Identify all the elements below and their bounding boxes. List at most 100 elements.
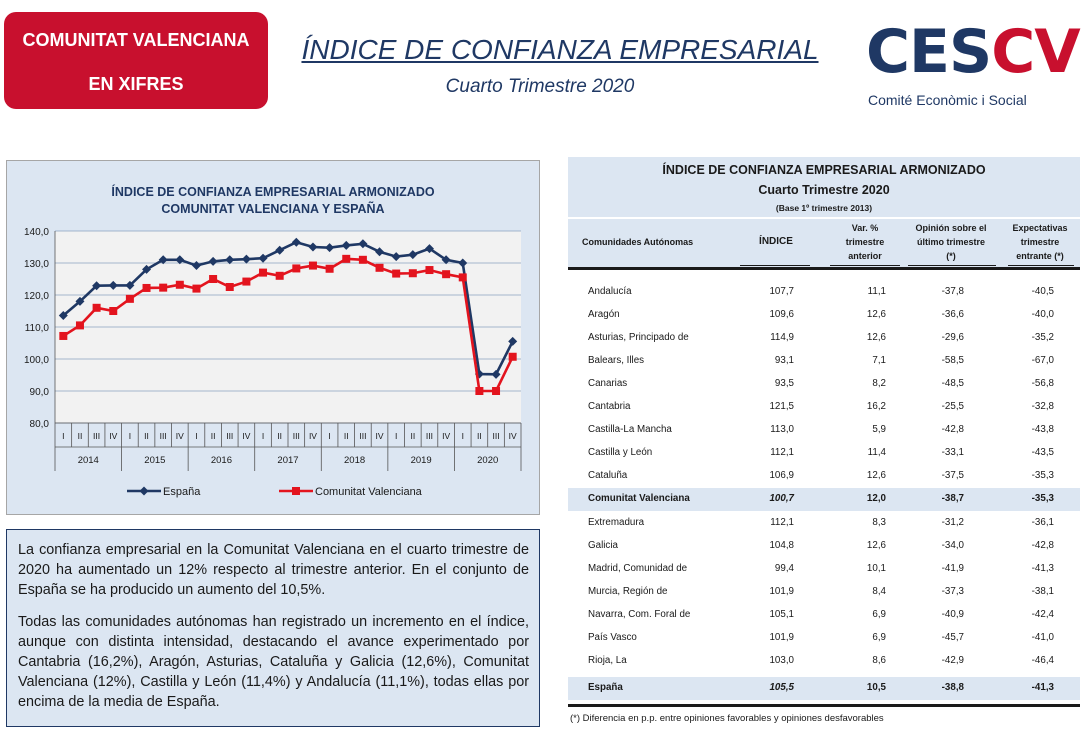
data-point-espana <box>258 253 268 263</box>
expect-cell: -67,0 <box>1031 355 1054 367</box>
col-header-expect: Expectativas trimestre entrante (*) <box>1004 221 1076 263</box>
logo-ces: CES <box>866 17 992 87</box>
year-label: 2017 <box>277 455 298 466</box>
data-point-espana <box>325 243 335 253</box>
region-cell: Cantabria <box>588 401 631 413</box>
y-tick-label: 80,0 <box>30 419 50 430</box>
index-cell: 93,1 <box>774 355 794 367</box>
opinion-cell: -42,9 <box>941 654 964 666</box>
index-cell: 105,5 <box>769 682 794 693</box>
region-cell: Madrid, Comunidad de <box>588 562 688 574</box>
quarter-label: II <box>410 431 415 441</box>
data-point-espana <box>191 261 201 271</box>
table-header: ÍNDICE DE CONFIANZA EMPRESARIAL ARMONIZA… <box>568 157 1080 269</box>
data-point-espana <box>308 242 318 252</box>
legend-marker <box>292 487 300 495</box>
col-header-exp-l3: entrante (*) <box>1016 251 1064 261</box>
data-point-espana <box>408 250 418 260</box>
data-point-cv <box>342 254 351 263</box>
region-cell: Rioja, La <box>588 654 627 666</box>
year-label: 2014 <box>78 455 99 466</box>
col-header-exp-l2: trimestre <box>1020 237 1060 247</box>
data-point-espana <box>341 240 351 250</box>
quarter-label: II <box>277 431 282 441</box>
opinion-cell: -45,7 <box>941 631 964 643</box>
var-cell: 12,6 <box>866 539 886 551</box>
region-cell: Cataluña <box>588 470 628 482</box>
badge-line-1: COMUNITAT VALENCIANA <box>22 30 250 50</box>
legend-marker <box>139 486 149 496</box>
chart-title-line-1: ÍNDICE DE CONFIANZA EMPRESARIAL ARMONIZA… <box>111 185 435 199</box>
var-cell: 11,4 <box>867 447 886 459</box>
legend-label: Comunitat Valenciana <box>315 486 423 498</box>
data-point-cv <box>375 263 384 272</box>
table-row: Castilla y León 112,1 11,4 -33,1 -43,5 <box>568 442 1080 465</box>
data-point-cv <box>425 266 434 275</box>
table-row: Asturias, Principado de 114,9 12,6 -29,6 -35… <box>568 327 1080 350</box>
quarter-label: II <box>144 431 149 441</box>
data-point-cv <box>508 352 517 361</box>
expect-cell: -41,3 <box>1031 682 1054 693</box>
var-cell: 10,5 <box>866 682 886 693</box>
var-cell: 8,3 <box>872 516 886 528</box>
data-point-cv <box>209 275 218 283</box>
y-tick-label: 100,0 <box>24 355 49 366</box>
logo-cv: CV <box>991 17 1080 87</box>
data-point-cv <box>192 284 201 293</box>
data-point-cv <box>308 261 317 270</box>
y-tick-label: 110,0 <box>25 323 50 334</box>
col-underline-var <box>830 265 900 266</box>
data-point-espana <box>92 281 102 291</box>
index-cell: 114,9 <box>770 332 794 344</box>
quarter-label: IV <box>442 431 450 441</box>
quarter-label: III <box>492 431 499 441</box>
col-header-exp-l1: Expectativas <box>1012 223 1068 233</box>
table-row: Extremadura 112,1 8,3 -31,2 -36,1 <box>568 512 1080 535</box>
index-cell: 121,5 <box>769 401 794 413</box>
opinion-cell: -38,8 <box>941 682 964 693</box>
table-row: Comunitat Valenciana 100,7 12,0 -38,7 -35,3 <box>568 488 1080 512</box>
var-cell: 12,6 <box>866 309 886 321</box>
table-row: Canarias 93,5 8,2 -48,5 -56,8 <box>568 373 1080 396</box>
summary-text-box: La confianza empresarial en la Comunitat… <box>6 529 540 727</box>
quarter-label: III <box>426 431 433 441</box>
opinion-cell: -41,9 <box>941 562 964 574</box>
opinion-cell: -58,5 <box>941 355 964 367</box>
data-point-espana <box>291 237 301 247</box>
table-title: ÍNDICE DE CONFIANZA EMPRESARIAL ARMONIZA… <box>662 163 986 177</box>
opinion-cell: -48,5 <box>941 378 964 390</box>
quarter-label: IV <box>309 431 317 441</box>
region-cell: Canarias <box>588 378 628 390</box>
table-row: Balears, Illes 93,1 7,1 -58,5 -67,0 <box>568 350 1080 373</box>
year-label: 2019 <box>411 455 432 466</box>
data-point-cv <box>75 321 84 330</box>
var-cell: 8,6 <box>872 654 886 666</box>
table-row: Aragón 109,6 12,6 -36,6 -40,0 <box>568 304 1080 327</box>
region-badge: COMUNITAT VALENCIANA EN XIFRES <box>4 12 268 109</box>
table-row: Cantabria 121,5 16,2 -25,5 -32,8 <box>568 396 1080 419</box>
expect-cell: -56,8 <box>1031 378 1054 390</box>
data-point-cv <box>492 387 501 395</box>
data-point-espana <box>108 280 118 290</box>
data-point-espana <box>241 254 251 264</box>
index-cell: 101,9 <box>769 585 794 597</box>
table-row: Andalucía 107,7 11,1 -37,8 -40,5 <box>568 281 1080 304</box>
summary-paragraph-2: Todas las comunidades autónomas han regi… <box>18 614 529 710</box>
index-cell: 100,7 <box>769 493 794 505</box>
index-cell: 106,9 <box>769 470 794 482</box>
var-cell: 8,2 <box>872 378 886 390</box>
data-point-cv <box>325 264 334 273</box>
quarter-label: IV <box>176 431 184 441</box>
quarter-label: IV <box>509 431 517 441</box>
table-row: Cataluña 106,9 12,6 -37,5 -35,3 <box>568 465 1080 488</box>
col-underline-index <box>740 265 810 266</box>
data-point-espana <box>358 239 368 249</box>
var-cell: 8,4 <box>872 585 886 597</box>
data-point-espana <box>58 310 68 320</box>
data-point-espana <box>508 336 518 346</box>
data-point-cv <box>442 270 451 279</box>
page-subtitle: Cuarto Trimestre 2020 <box>445 76 635 97</box>
opinion-cell: -34,0 <box>941 539 964 551</box>
index-cell: 109,6 <box>769 309 794 321</box>
y-tick-label: 130,0 <box>24 259 49 270</box>
